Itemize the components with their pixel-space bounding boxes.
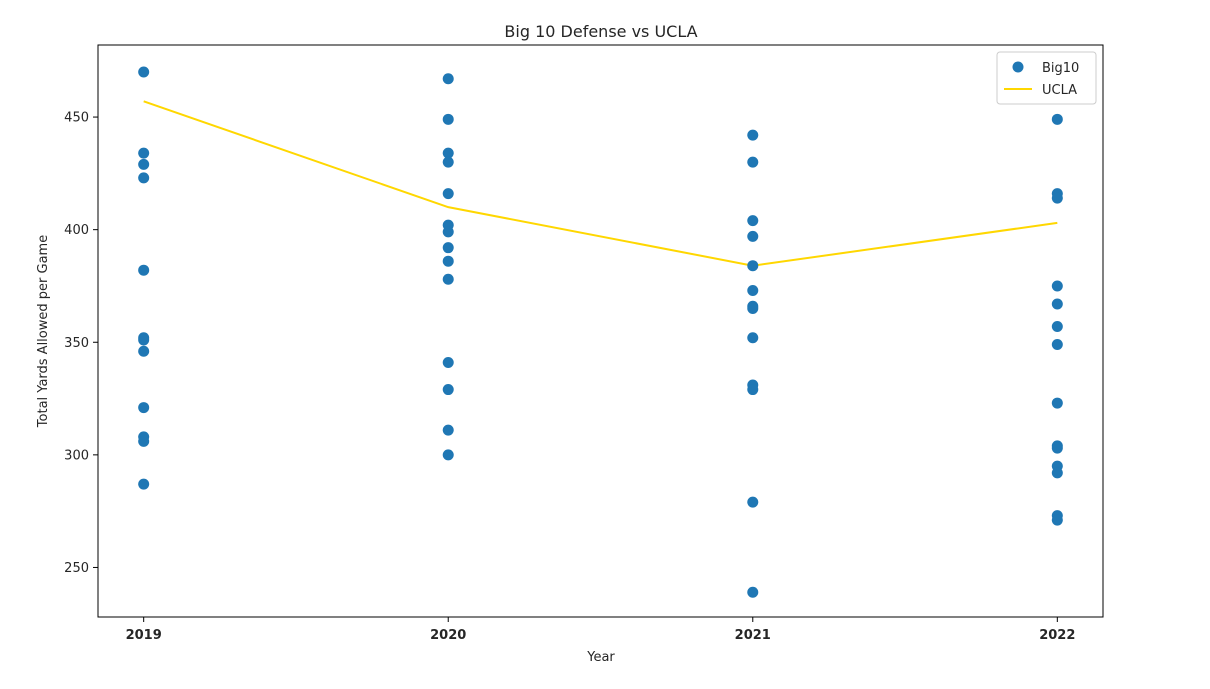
data-point bbox=[747, 215, 759, 227]
data-point bbox=[138, 345, 150, 357]
y-tick-label: 300 bbox=[64, 448, 89, 463]
data-point bbox=[442, 255, 454, 267]
data-point bbox=[747, 384, 759, 396]
x-axis-label: Year bbox=[586, 650, 615, 665]
data-point bbox=[442, 242, 454, 254]
data-point bbox=[442, 73, 454, 85]
data-point bbox=[442, 113, 454, 125]
data-point bbox=[442, 156, 454, 168]
data-point bbox=[1051, 514, 1063, 526]
data-point bbox=[138, 478, 150, 490]
data-point bbox=[747, 260, 759, 272]
plot-frame bbox=[97, 44, 1104, 618]
data-point bbox=[138, 264, 150, 276]
data-point bbox=[1051, 442, 1063, 454]
data-point bbox=[138, 66, 150, 78]
y-axis: 250 300 350 400 450 bbox=[64, 111, 98, 576]
data-point bbox=[442, 384, 454, 396]
data-point bbox=[138, 147, 150, 159]
data-point bbox=[138, 402, 150, 414]
legend: Big10 UCLA bbox=[996, 51, 1097, 105]
series-line-ucla bbox=[143, 100, 1058, 267]
x-tick-label: 2020 bbox=[430, 628, 466, 643]
data-point bbox=[138, 334, 150, 346]
data-point bbox=[442, 273, 454, 285]
data-point bbox=[747, 496, 759, 508]
x-tick-label: 2022 bbox=[1039, 628, 1075, 643]
data-point bbox=[442, 188, 454, 200]
data-point bbox=[1051, 467, 1063, 479]
data-point bbox=[747, 332, 759, 344]
data-point bbox=[747, 230, 759, 242]
data-point bbox=[747, 302, 759, 314]
data-point bbox=[747, 284, 759, 296]
data-point bbox=[442, 424, 454, 436]
data-point bbox=[1051, 280, 1063, 292]
data-point bbox=[442, 147, 454, 159]
y-tick-label: 250 bbox=[64, 561, 89, 576]
legend-marker-big10 bbox=[1012, 61, 1024, 73]
data-point bbox=[747, 586, 759, 598]
data-point bbox=[747, 129, 759, 141]
data-point bbox=[1051, 339, 1063, 351]
data-point bbox=[1051, 113, 1063, 125]
y-axis-label: Total Yards Allowed per Game bbox=[36, 235, 51, 428]
legend-label: Big10 bbox=[1042, 61, 1079, 76]
y-tick-label: 350 bbox=[64, 336, 89, 351]
y-tick-label: 400 bbox=[64, 223, 89, 238]
data-point bbox=[1051, 320, 1063, 332]
data-point bbox=[138, 435, 150, 447]
data-point bbox=[442, 449, 454, 461]
data-point bbox=[747, 156, 759, 168]
legend-label: UCLA bbox=[1042, 83, 1077, 98]
data-point bbox=[1051, 192, 1063, 204]
x-axis: 2019 2020 2021 2022 bbox=[126, 617, 1075, 643]
data-point bbox=[442, 226, 454, 238]
y-tick-label: 450 bbox=[64, 111, 89, 126]
data-point bbox=[1051, 298, 1063, 310]
data-point bbox=[138, 172, 150, 184]
plot-area bbox=[138, 66, 1063, 598]
chart-title: Big 10 Defense vs UCLA bbox=[504, 22, 697, 41]
data-point bbox=[442, 357, 454, 369]
x-tick-label: 2021 bbox=[735, 628, 771, 643]
x-tick-label: 2019 bbox=[126, 628, 162, 643]
data-point bbox=[138, 158, 150, 170]
data-point bbox=[1051, 397, 1063, 409]
